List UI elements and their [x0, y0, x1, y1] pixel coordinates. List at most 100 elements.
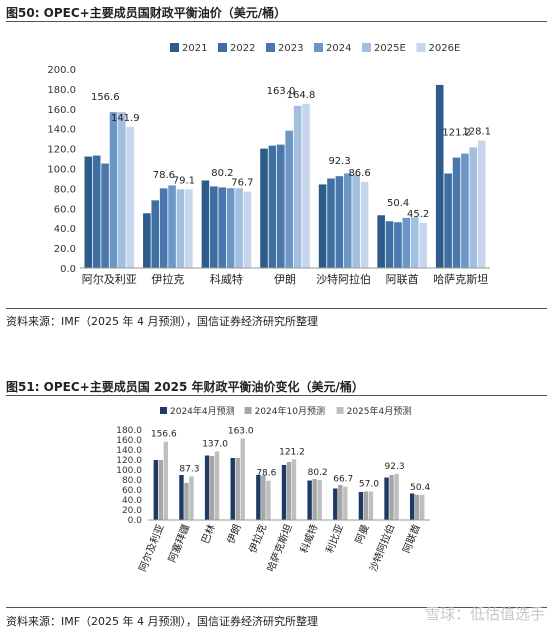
legend-label: 2024年10月预测	[255, 405, 325, 417]
x-tick-label: 利比亚	[324, 523, 346, 555]
y-tick-label: 40.0	[122, 496, 142, 506]
bar	[307, 480, 312, 520]
bar	[201, 180, 210, 268]
data-label: 80.2	[211, 168, 233, 179]
data-label: 45.2	[407, 209, 429, 220]
bar	[277, 144, 285, 268]
bar	[293, 105, 302, 268]
source-rule-2	[6, 607, 547, 608]
bar	[143, 213, 151, 268]
legend-label: 2024	[326, 43, 351, 54]
y-tick-label: 0.0	[60, 264, 76, 275]
data-label: 80.2	[308, 468, 328, 478]
bar	[226, 188, 235, 268]
y-tick-label: 120.0	[47, 145, 76, 156]
y-tick-label: 60.0	[122, 486, 142, 496]
bar	[352, 174, 360, 268]
data-label: 86.6	[348, 168, 370, 179]
bar	[256, 475, 261, 520]
bar	[414, 494, 420, 520]
data-label: 121.2	[279, 447, 305, 457]
bar	[240, 438, 245, 520]
y-tick-label: 140.0	[47, 125, 76, 136]
y-tick-label: 120.0	[116, 456, 142, 466]
bar	[84, 156, 93, 268]
bar	[189, 476, 194, 520]
bar	[163, 441, 169, 520]
data-label: 164.8	[287, 90, 316, 101]
data-label: 76.7	[231, 178, 253, 189]
data-label: 137.0	[202, 440, 228, 450]
y-tick-label: 0.0	[128, 516, 143, 526]
data-label: 141.9	[111, 113, 140, 124]
bar	[385, 221, 394, 268]
data-label: 66.7	[333, 475, 353, 485]
legend-label: 2023	[278, 43, 303, 54]
bar	[477, 140, 486, 268]
bar	[402, 217, 411, 268]
chart-51: 2024年4月预测 2024年10月预测 2025年4月预测0.020.040.06…	[116, 405, 430, 573]
data-label: 57.0	[359, 480, 379, 490]
bar	[185, 189, 193, 268]
data-label: 79.1	[173, 175, 195, 186]
data-label: 50.4	[410, 483, 430, 493]
legend-label: 2021	[182, 43, 207, 54]
bar	[230, 458, 235, 520]
x-tick-label: 阿联酋	[400, 522, 423, 555]
bar	[343, 173, 352, 268]
legend-label: 2025E	[374, 43, 406, 54]
legend-label: 2022	[230, 43, 255, 54]
data-label: 78.6	[256, 469, 276, 479]
bar	[461, 153, 469, 268]
bar	[235, 458, 240, 520]
figure-51-title: 图51: OPEC+主要成员国 2025 年财政平衡油价变化（美元/桶）	[6, 380, 364, 394]
bar	[204, 455, 210, 520]
bar	[159, 188, 168, 268]
legend-swatch	[314, 43, 323, 52]
bar	[409, 493, 415, 520]
y-tick-label: 80.0	[54, 184, 76, 195]
bar	[235, 188, 243, 268]
bar	[368, 491, 374, 520]
data-label: 92.3	[385, 462, 405, 472]
bar	[176, 189, 185, 268]
x-tick-label: 科威特	[297, 522, 320, 555]
figure-50-source: 资料来源：IMF（2025 年 4 月预测），国信证券经济研究所整理	[6, 315, 319, 328]
y-tick-label: 160.0	[47, 105, 76, 116]
data-label: 163.0	[228, 427, 254, 437]
bar	[394, 222, 402, 268]
bar	[338, 485, 343, 520]
bar	[312, 479, 317, 520]
bar	[358, 492, 364, 520]
bar	[260, 148, 268, 268]
watermark-text: 雪球：低估值选手	[424, 605, 545, 623]
bar	[469, 147, 478, 268]
bar	[210, 186, 218, 268]
legend-swatch	[160, 407, 167, 414]
x-tick-label: 阿尔及利亚	[82, 273, 137, 286]
figure-51-source: 资料来源：IMF（2025 年 4 月预测），国信证券经济研究所整理	[6, 615, 319, 628]
bar	[153, 460, 159, 520]
data-label: 128.1	[462, 127, 491, 138]
bar	[302, 104, 310, 268]
x-tick-label: 巴林	[198, 522, 218, 545]
x-tick-label: 科威特	[210, 272, 243, 286]
y-tick-label: 20.0	[54, 244, 76, 255]
legend-label: 2025年4月预测	[347, 405, 412, 417]
y-tick-label: 100.0	[116, 466, 142, 476]
bar	[389, 475, 394, 520]
bar	[360, 181, 369, 268]
y-tick-label: 180.0	[116, 426, 142, 436]
title-rule-top-2	[6, 395, 547, 396]
bar	[452, 157, 461, 268]
x-tick-label: 沙特阿拉伯	[367, 522, 398, 573]
source-rule	[6, 308, 547, 309]
y-tick-label: 180.0	[47, 85, 76, 96]
legend-swatch	[336, 407, 344, 414]
bar	[444, 173, 452, 268]
x-tick-label: 阿联酋	[386, 272, 419, 286]
bar	[179, 475, 184, 520]
bar	[317, 479, 322, 520]
bar	[109, 112, 118, 268]
